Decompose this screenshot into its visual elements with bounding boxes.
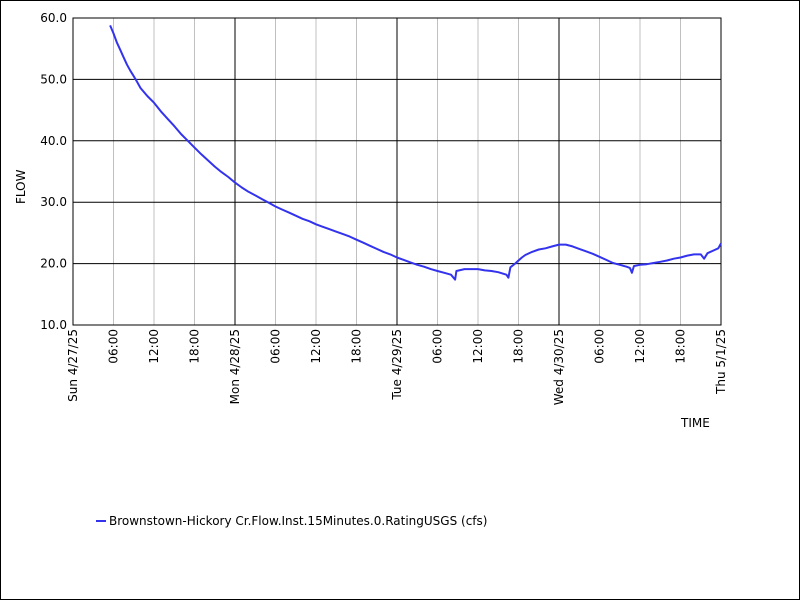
- x-tick-label: Tue 4/29/25: [390, 329, 404, 401]
- legend-swatch: [96, 520, 106, 522]
- x-tick-label: 06:00: [431, 329, 445, 364]
- x-tick-label: 06:00: [107, 329, 121, 364]
- x-tick-label: Mon 4/28/25: [228, 329, 242, 404]
- x-tick-label: 18:00: [674, 329, 688, 364]
- grid-lines: [72, 17, 722, 326]
- y-tick-labels: 10.0 20.0 30.0 40.0 50.0 60.0: [40, 11, 67, 332]
- y-tick-label: 50.0: [40, 72, 67, 86]
- x-tick-label: 12:00: [309, 329, 323, 364]
- x-tick-label: 06:00: [593, 329, 607, 364]
- x-tick-labels: Sun 4/27/25 06:00 12:00 18:00 Mon 4/28/25 06:…: [66, 329, 728, 405]
- x-tick-label: 18:00: [512, 329, 526, 364]
- plot-area-border: [72, 17, 722, 326]
- x-tick-label: 12:00: [471, 329, 485, 364]
- x-axis-label: TIME: [681, 416, 710, 430]
- x-tick-label: 06:00: [269, 329, 283, 364]
- series-line: [109, 25, 722, 281]
- y-tick-label: 60.0: [40, 11, 67, 25]
- legend: Brownstown-Hickory Cr.Flow.Inst.15Minute…: [96, 514, 487, 528]
- x-tick-label: Sun 4/27/25: [66, 329, 80, 402]
- y-tick-label: 30.0: [40, 195, 67, 209]
- y-tick-label: 40.0: [40, 134, 67, 148]
- y-axis-label: FLOW: [14, 169, 28, 204]
- series-group: [109, 25, 722, 281]
- y-tick-label: 20.0: [40, 257, 67, 271]
- legend-series-label: Brownstown-Hickory Cr.Flow.Inst.15Minute…: [109, 514, 488, 528]
- x-tick-label: 18:00: [350, 329, 364, 364]
- x-tick-label: Thu 5/1/25: [714, 329, 728, 395]
- x-tick-label: 18:00: [188, 329, 202, 364]
- x-tick-label: 12:00: [147, 329, 161, 364]
- x-tick-label: Wed 4/30/25: [552, 329, 566, 405]
- y-tick-label: 10.0: [40, 318, 67, 332]
- x-tick-label: 12:00: [633, 329, 647, 364]
